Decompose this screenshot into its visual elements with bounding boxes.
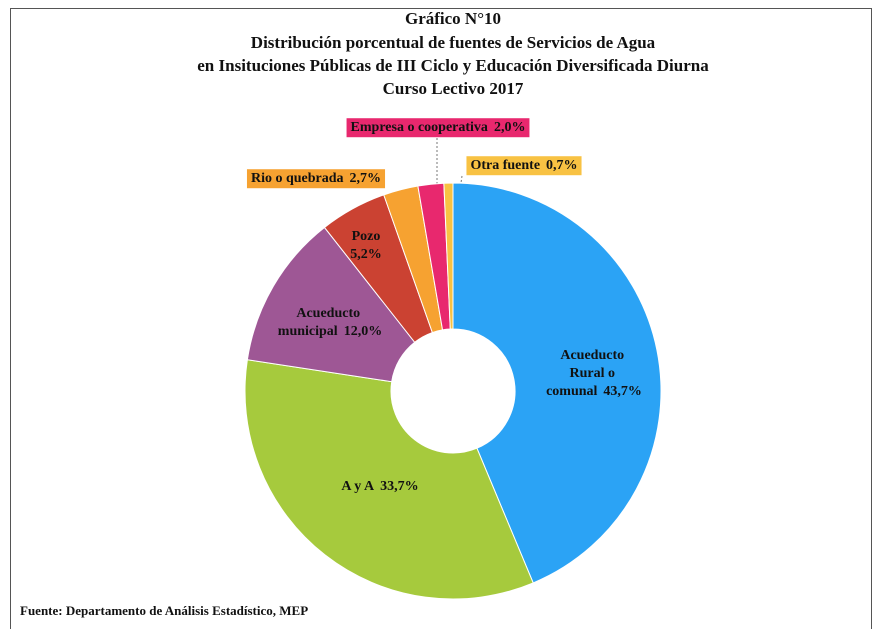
category-label: Otra fuente bbox=[470, 158, 540, 173]
data-label: Acueducto municipal 12,0% bbox=[278, 306, 382, 339]
chart-subtitle: Distribución porcentual de fuentes de Se… bbox=[251, 33, 656, 52]
label-box bbox=[246, 169, 386, 189]
slice bbox=[246, 226, 416, 383]
category-label: Acueducto Rural o comunal bbox=[546, 348, 628, 399]
label-box bbox=[346, 118, 530, 138]
source: Fuente: Departamento de Análisis Estadís… bbox=[20, 603, 308, 618]
value-label: 0,7% bbox=[546, 158, 578, 173]
value-label: 2,7% bbox=[350, 171, 382, 186]
category-label: A y A bbox=[341, 479, 375, 494]
value-label: 5,2% bbox=[350, 247, 382, 262]
value-label: 12,0% bbox=[344, 324, 383, 339]
slice bbox=[443, 182, 454, 330]
slice bbox=[244, 359, 534, 600]
data-label: Pozo 5,2% bbox=[350, 229, 382, 262]
data-label: Empresa o cooperativa 2,0% bbox=[346, 118, 530, 138]
slice bbox=[452, 182, 662, 584]
data-label: A y A 33,7% bbox=[341, 479, 418, 494]
data-label: Otra fuente 0,7% bbox=[466, 156, 582, 176]
data-label: Rio o quebrada 2,7% bbox=[246, 169, 386, 189]
value-label: 33,7% bbox=[380, 479, 419, 494]
value-label: 43,7% bbox=[603, 384, 642, 399]
chart-title: Gráfico N°10 bbox=[405, 9, 501, 28]
frame bbox=[10, 8, 872, 629]
chart-subtitle: en Insituciones Públicas de III Ciclo y … bbox=[197, 56, 709, 75]
value-label: 2,0% bbox=[494, 120, 526, 135]
data-label: Acueducto Rural o comunal 43,7% bbox=[546, 348, 642, 399]
category-label: Rio o quebrada bbox=[251, 171, 344, 186]
chart-subtitle: Curso Lectivo 2017 bbox=[383, 79, 524, 98]
label-box bbox=[466, 156, 582, 176]
category-label: Empresa o cooperativa bbox=[351, 120, 488, 135]
category-label: Pozo bbox=[352, 229, 381, 244]
category-label: Acueducto municipal bbox=[278, 306, 364, 339]
